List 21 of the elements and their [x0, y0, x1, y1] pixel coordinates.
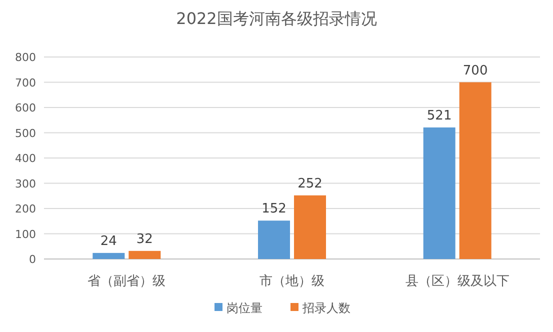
y-tick-label: 800	[15, 51, 36, 64]
y-tick-label: 300	[15, 177, 36, 190]
title: 2022国考河南各级招录情况	[176, 9, 377, 28]
x-tick-label: 市（地）级	[260, 274, 324, 289]
data-label: 24	[100, 234, 117, 249]
y-tick-label: 400	[15, 152, 36, 165]
y-tick-label: 200	[15, 202, 36, 216]
data-label: 32	[136, 232, 153, 247]
data-label: 152	[262, 202, 286, 217]
x-tick-label: 县（区）级及以下	[405, 274, 510, 289]
y-tick-label: 600	[15, 102, 36, 114]
y-tick-label: 500	[15, 126, 36, 140]
legend-label: 岗位量	[226, 301, 262, 315]
legend-label: 招录人数	[302, 301, 350, 315]
y-tick-label: 0	[29, 253, 36, 266]
data-label: 252	[298, 176, 322, 192]
data-label: 700	[462, 63, 488, 78]
y-tick-label: 100	[15, 228, 36, 241]
y-tick-label: 700	[15, 76, 36, 90]
data-label: 521	[426, 108, 452, 124]
x-tick-label: 省（副省）级	[88, 274, 166, 289]
